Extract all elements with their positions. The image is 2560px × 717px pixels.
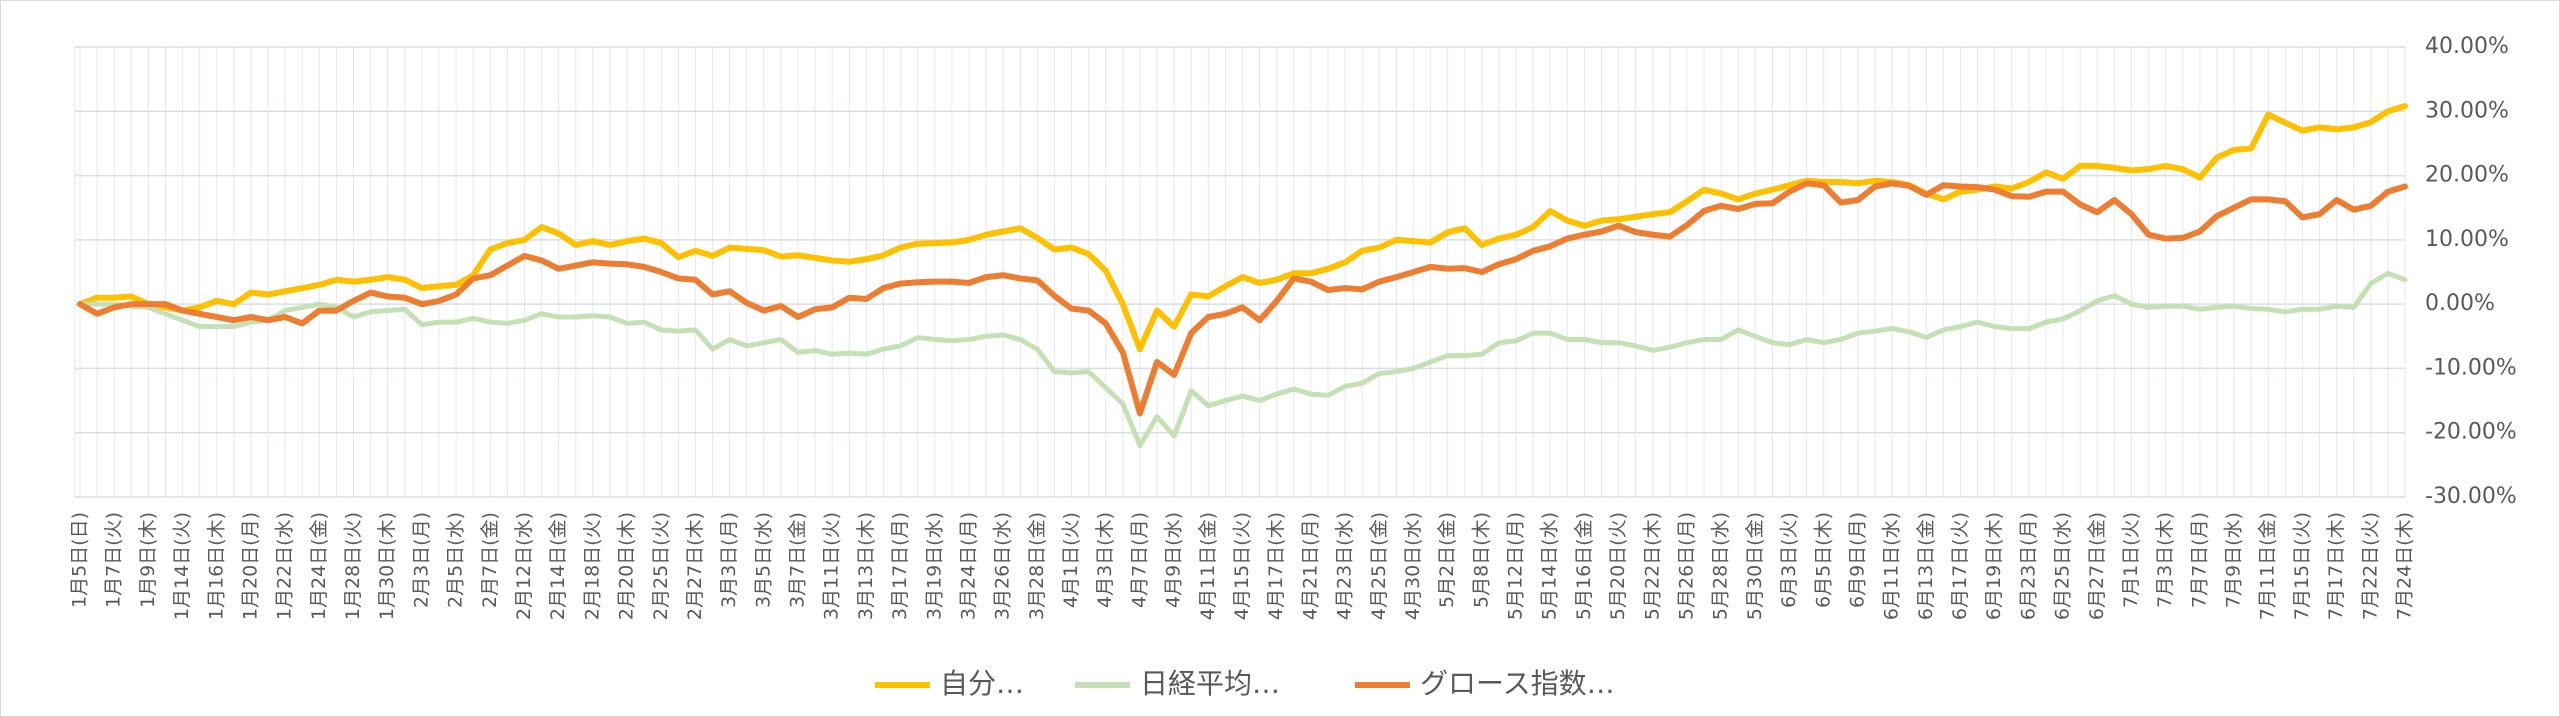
x-tick-label: 1月7日(火) [103, 512, 125, 608]
x-tick-label: 2月5日(水) [445, 512, 467, 608]
x-tick-label: 1月24日(金) [308, 512, 330, 620]
x-tick-label: 5月16日(金) [1573, 512, 1595, 620]
x-tick-label: 4月15日(火) [1231, 512, 1253, 620]
x-tick-label: 6月19日(木) [1983, 512, 2005, 620]
legend-label: グロース指数… [1420, 667, 1615, 700]
x-tick-label: 2月18日(火) [581, 512, 603, 620]
x-tick-label: 1月14日(火) [171, 512, 193, 620]
x-tick-label: 6月11日(水) [1881, 512, 1903, 620]
x-tick-label: 4月9日(水) [1163, 512, 1185, 608]
y-tick-label: -10.00% [2425, 355, 2517, 380]
x-tick-label: 3月5日(水) [752, 512, 774, 608]
x-tick-label: 6月3日(火) [1778, 512, 1800, 608]
x-tick-label: 5月12日(月) [1505, 512, 1527, 620]
legend-label: 日経平均… [1140, 667, 1280, 700]
x-tick-label: 4月25日(金) [1368, 512, 1390, 620]
x-tick-label: 4月21日(月) [1299, 512, 1321, 620]
x-tick-label: 6月13日(金) [1915, 512, 1937, 620]
x-tick-label: 2月12日(水) [513, 512, 535, 620]
series-line [77, 180, 2408, 417]
x-tick-label: 5月28日(水) [1710, 512, 1732, 620]
x-tick-label: 1月16日(木) [205, 512, 227, 620]
x-tick-label: 7月9日(水) [2223, 512, 2245, 608]
x-tick-label: 7月15日(火) [2291, 512, 2313, 620]
x-tick-label: 3月13日(木) [855, 512, 877, 620]
x-tick-label: 5月20日(火) [1607, 512, 1629, 620]
y-tick-label: 10.00% [2425, 227, 2509, 252]
x-tick-label: 6月27日(金) [2086, 512, 2108, 620]
x-tick-label: 4月1日(火) [1060, 512, 1082, 608]
x-tick-label: 3月28日(金) [1026, 512, 1048, 620]
x-tick-label: 6月25日(水) [2052, 512, 2074, 620]
y-tick-label: -20.00% [2425, 420, 2517, 445]
x-tick-label: 6月9日(月) [1846, 512, 1868, 608]
x-tick-label: 2月14日(金) [547, 512, 569, 620]
x-tick-label: 7月1日(火) [2120, 512, 2142, 608]
x-tick-label: 3月7日(金) [787, 512, 809, 608]
x-tick-label: 7月11日(金) [2257, 512, 2279, 620]
x-tick-label: 5月2日(金) [1436, 512, 1458, 608]
x-tick-label: 3月11日(火) [821, 512, 843, 620]
x-tick-label: 7月3日(木) [2154, 512, 2176, 608]
x-tick-label: 5月8日(木) [1470, 512, 1492, 608]
x-tick-label: 7月7日(月) [2188, 512, 2210, 608]
x-tick-label: 5月26日(月) [1675, 512, 1697, 620]
x-tick-label: 4月17日(木) [1265, 512, 1287, 620]
x-tick-label: 4月7日(月) [1128, 512, 1150, 608]
x-tick-label: 1月22日(水) [274, 512, 296, 620]
x-tick-label: 1月28日(火) [342, 512, 364, 620]
x-tick-label: 3月17日(月) [889, 512, 911, 620]
x-tick-label: 2月27日(木) [684, 512, 706, 620]
y-tick-label: 0.00% [2425, 291, 2495, 316]
x-tick-label: 2月25日(火) [650, 512, 672, 620]
x-tick-label: 5月14日(水) [1539, 512, 1561, 620]
y-tick-label: -30.00% [2425, 484, 2517, 509]
x-tick-label: 5月30日(金) [1744, 512, 1766, 620]
x-tick-label: 6月5日(木) [1812, 512, 1834, 608]
x-tick-label: 6月17日(火) [1949, 512, 1971, 620]
y-tick-label: 20.00% [2425, 163, 2509, 188]
x-tick-label: 1月30日(木) [376, 512, 398, 620]
x-tick-label: 2月3日(月) [410, 512, 432, 608]
x-tick-label: 5月22日(木) [1641, 512, 1663, 620]
x-tick-label: 3月26日(水) [992, 512, 1014, 620]
x-tick-label: 3月19日(水) [923, 512, 945, 620]
x-tick-label: 7月24日(木) [2394, 512, 2416, 620]
x-tick-label: 1月9日(木) [137, 512, 159, 608]
x-tick-label: 3月3日(月) [718, 512, 740, 608]
series-line [77, 270, 2408, 449]
x-tick-label: 4月3日(木) [1094, 512, 1116, 608]
x-tick-label: 2月7日(金) [479, 512, 501, 608]
x-tick-label: 3月24日(月) [957, 512, 979, 620]
x-tick-label: 4月23日(水) [1334, 512, 1356, 620]
legend-label: 自分… [940, 667, 1024, 700]
x-tick-label: 4月30日(水) [1402, 512, 1424, 620]
x-tick-label: 1月5日(日) [69, 512, 91, 608]
series-line [77, 103, 2408, 353]
x-tick-label: 7月17日(木) [2325, 512, 2347, 620]
y-tick-label: 40.00% [2425, 34, 2509, 59]
y-tick-label: 30.00% [2425, 98, 2509, 123]
x-tick-label: 7月22日(火) [2359, 512, 2381, 620]
x-tick-label: 4月11日(金) [1197, 512, 1219, 620]
x-tick-label: 2月20日(木) [616, 512, 638, 620]
x-tick-label: 1月20日(月) [239, 512, 261, 620]
x-tick-label: 6月23日(月) [2017, 512, 2039, 620]
